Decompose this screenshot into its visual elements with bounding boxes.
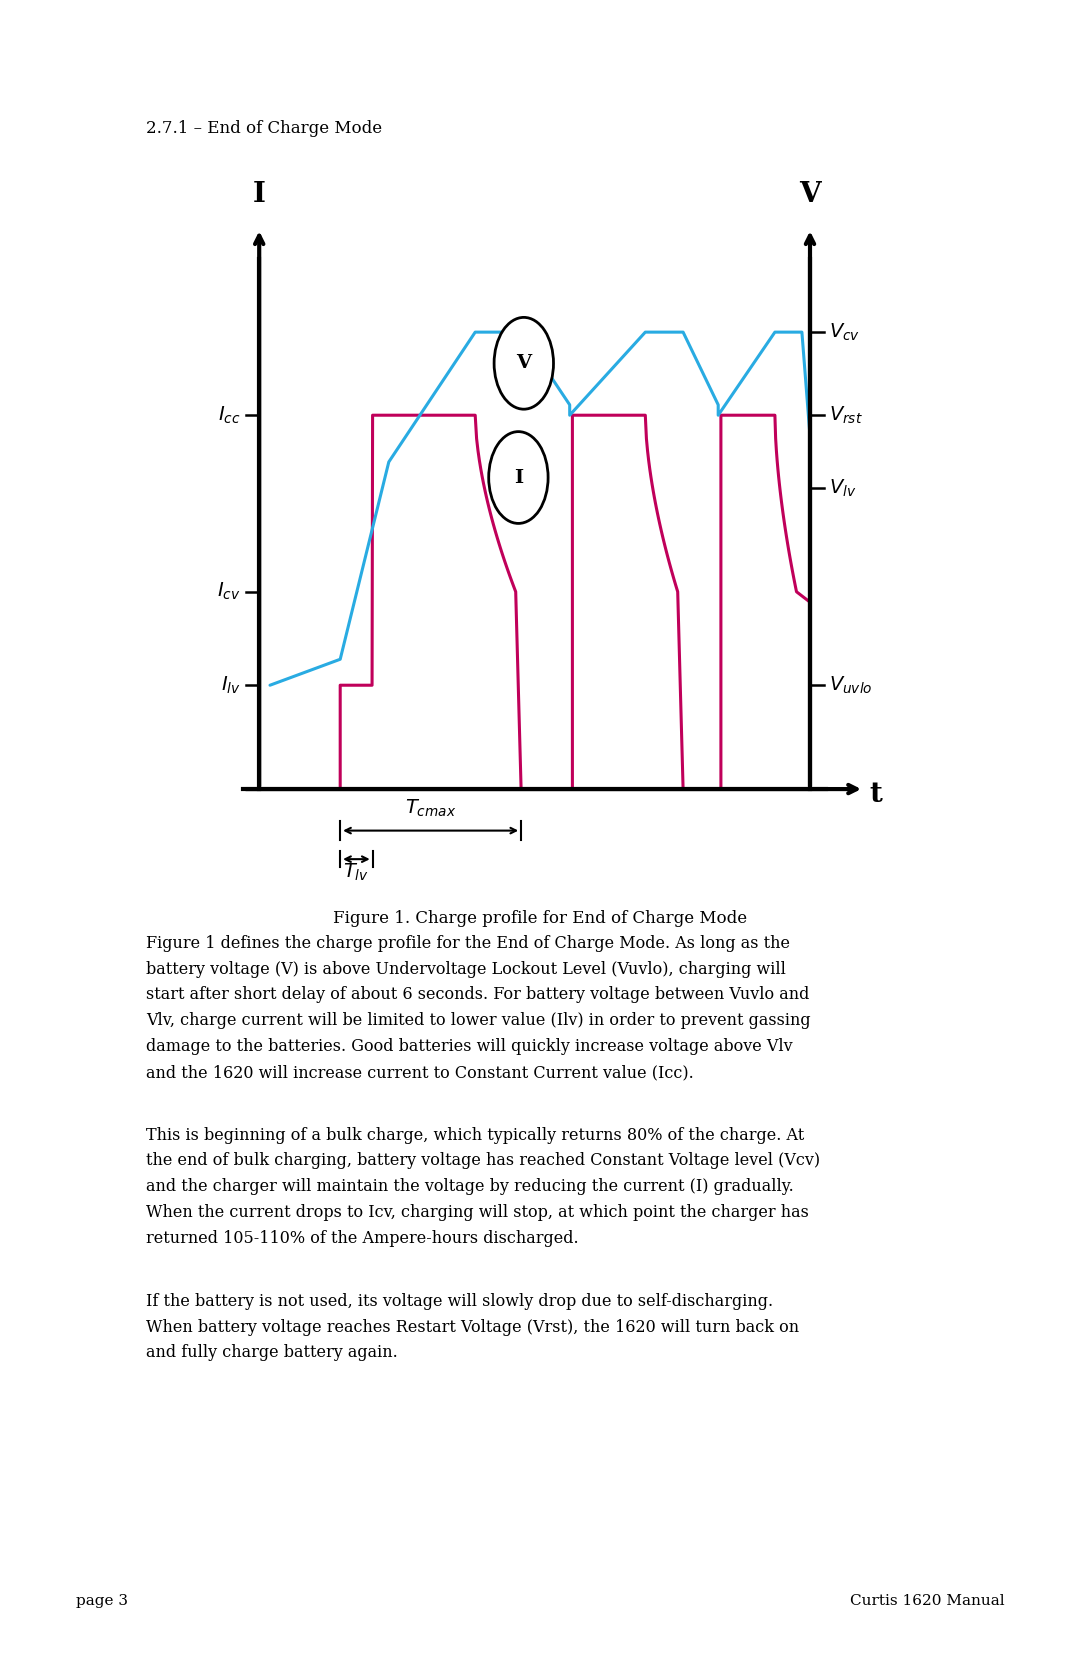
Text: This is beginning of a bulk charge, which typically returns 80% of the charge. A: This is beginning of a bulk charge, whic… [146, 1127, 804, 1143]
Text: 2.7.1 – End of Charge Mode: 2.7.1 – End of Charge Mode [146, 120, 382, 137]
Text: damage to the batteries. Good batteries will quickly increase voltage above Vlv: damage to the batteries. Good batteries … [146, 1038, 793, 1055]
Text: returned 105-110% of the Ampere-hours discharged.: returned 105-110% of the Ampere-hours di… [146, 1230, 579, 1247]
Text: I: I [514, 469, 523, 487]
Text: $V_{cv}$: $V_{cv}$ [829, 322, 860, 342]
Text: V: V [799, 180, 821, 207]
Text: Figure 1. Charge profile for End of Charge Mode: Figure 1. Charge profile for End of Char… [333, 910, 747, 926]
Text: battery voltage (V) is above Undervoltage Lockout Level (Vuvlo), charging will: battery voltage (V) is above Undervoltag… [146, 961, 785, 978]
Text: $I_{cc}$: $I_{cc}$ [218, 404, 241, 426]
Text: Vlv, charge current will be limited to lower value (Ilv) in order to prevent gas: Vlv, charge current will be limited to l… [146, 1011, 810, 1030]
Text: t: t [869, 781, 882, 808]
Text: and fully charge battery again.: and fully charge battery again. [146, 1345, 397, 1362]
Ellipse shape [488, 432, 549, 524]
Text: $T_{cmax}$: $T_{cmax}$ [405, 798, 456, 819]
Text: Curtis 1620 Manual: Curtis 1620 Manual [850, 1594, 1004, 1607]
Text: and the charger will maintain the voltage by reducing the current (I) gradually.: and the charger will maintain the voltag… [146, 1178, 794, 1195]
Text: start after short delay of about 6 seconds. For battery voltage between Vuvlo an: start after short delay of about 6 secon… [146, 986, 809, 1003]
Text: When battery voltage reaches Restart Voltage (Vrst), the 1620 will turn back on: When battery voltage reaches Restart Vol… [146, 1319, 799, 1335]
Text: page 3: page 3 [76, 1594, 127, 1607]
Text: V: V [516, 354, 531, 372]
Text: the end of bulk charging, battery voltage has reached Constant Voltage level (Vc: the end of bulk charging, battery voltag… [146, 1153, 820, 1170]
Text: I: I [253, 180, 266, 207]
Text: $I_{cv}$: $I_{cv}$ [217, 581, 241, 603]
Text: When the current drops to Icv, charging will stop, at which point the charger ha: When the current drops to Icv, charging … [146, 1205, 809, 1222]
Text: $I_{lv}$: $I_{lv}$ [220, 674, 241, 696]
Text: $V_{uvlo}$: $V_{uvlo}$ [829, 674, 873, 696]
Text: If the battery is not used, its voltage will slowly drop due to self-discharging: If the battery is not used, its voltage … [146, 1293, 773, 1310]
Text: $V_{lv}$: $V_{lv}$ [829, 477, 856, 499]
Text: and the 1620 will increase current to Constant Current value (Icc).: and the 1620 will increase current to Co… [146, 1065, 693, 1082]
Text: $V_{rst}$: $V_{rst}$ [829, 404, 863, 426]
Text: Figure 1 defines the charge profile for the End of Charge Mode. As long as the: Figure 1 defines the charge profile for … [146, 935, 789, 951]
Ellipse shape [494, 317, 554, 409]
Text: $T_{lv}$: $T_{lv}$ [343, 861, 369, 883]
